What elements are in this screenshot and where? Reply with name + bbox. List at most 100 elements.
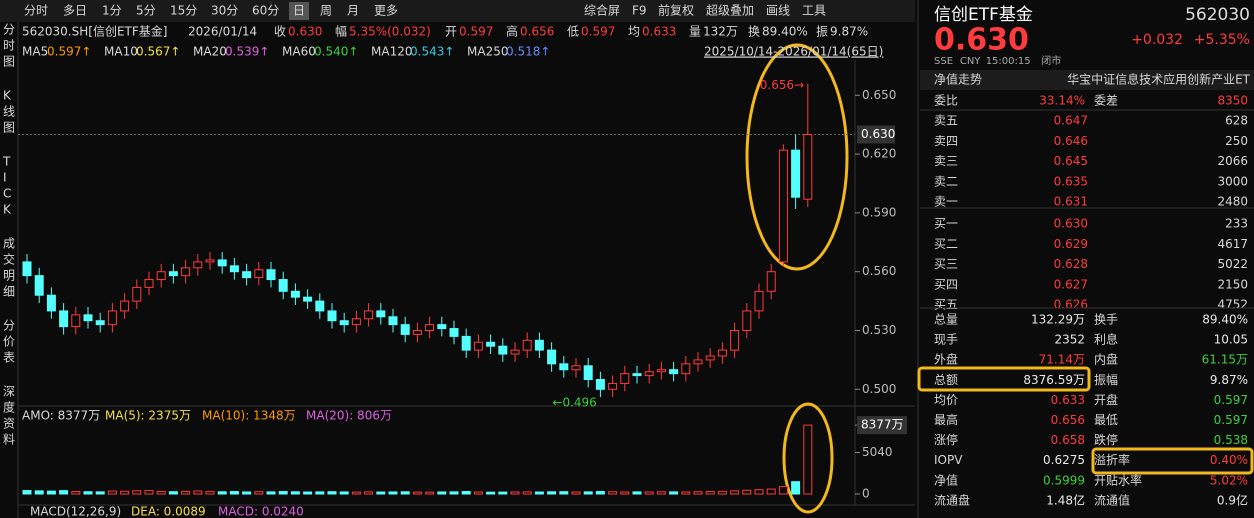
side-tab[interactable]: 表 [3, 351, 15, 365]
field-label: 换 [748, 25, 760, 39]
stat-label: 最高 [934, 412, 958, 427]
volume-bar [461, 491, 471, 495]
side-tab[interactable]: K [3, 203, 12, 217]
stat-value: 5.02% [1210, 473, 1248, 487]
candle-body [754, 290, 764, 312]
order-price: 0.629 [1054, 237, 1088, 251]
field-value: 89.40% [762, 25, 808, 39]
candle-body [412, 330, 422, 335]
tool-button[interactable]: F9 [632, 4, 647, 18]
tool-button[interactable]: 工具 [802, 4, 826, 18]
volume-bar [46, 490, 56, 495]
quote-price: 0.630 [934, 23, 1029, 58]
candle-body [83, 314, 93, 322]
order-volume: 4617 [1217, 237, 1248, 251]
side-tab[interactable]: 价 [3, 335, 15, 349]
side-tab[interactable]: 料 [3, 433, 15, 447]
side-tab[interactable]: 线 [3, 105, 15, 119]
volume-bar [595, 491, 605, 495]
field-value: 0.597 [459, 25, 493, 39]
period-tab[interactable]: 多日 [63, 4, 87, 18]
highlight [782, 402, 834, 514]
field-value: 0.656 [520, 25, 554, 39]
candle-body [315, 300, 325, 312]
side-tab[interactable]: 度 [3, 400, 15, 415]
period-tab[interactable]: 日 [293, 4, 305, 18]
stat-value: 132.29万 [1031, 313, 1085, 327]
candle-body [730, 330, 740, 351]
quote-code: 562030 [1185, 5, 1250, 25]
stat-value: 0.597 [1214, 393, 1248, 407]
period-tab[interactable]: 周 [320, 4, 332, 18]
volume-bar [656, 491, 666, 495]
period-tab[interactable]: 30分 [211, 4, 238, 18]
side-tab[interactable]: 细 [3, 285, 15, 299]
volume-bar [388, 491, 398, 495]
candle-body [461, 335, 471, 351]
side-tab[interactable]: 资 [3, 417, 15, 431]
highlight [917, 366, 1091, 392]
side-tab[interactable]: 明 [3, 269, 15, 283]
order-label: 买四 [934, 277, 958, 291]
quote-meta: CNY [960, 56, 981, 67]
candle-body [547, 349, 557, 365]
candle-body [144, 279, 154, 288]
side-tab[interactable]: C [3, 187, 11, 201]
order-price: 0.635 [1054, 174, 1088, 188]
side-tab[interactable]: 深 [3, 385, 15, 399]
candle-body [644, 371, 654, 377]
volume-bar [766, 488, 776, 495]
field-value: 5.35%(0.032) [349, 25, 431, 39]
date-range: 2025/10/14-2026/01/14(65日) [704, 45, 883, 59]
period-tab[interactable]: 更多 [374, 4, 398, 18]
last-price-tag [857, 125, 895, 144]
order-label: 买二 [934, 237, 958, 251]
volume-bar [266, 491, 276, 495]
volume-bar [205, 491, 215, 495]
candle-body [534, 339, 544, 351]
volume-bar [303, 491, 313, 495]
volume-bar [486, 491, 496, 495]
side-tab[interactable]: T [2, 155, 11, 169]
candle-body [120, 300, 130, 312]
period-tab[interactable]: 15分 [170, 4, 197, 18]
side-tab[interactable]: 图 [3, 55, 15, 69]
candle-body [290, 290, 300, 298]
volume-bar [669, 491, 679, 495]
candle-body [742, 310, 752, 332]
side-tab[interactable]: I [3, 171, 7, 185]
period-tab[interactable]: 分时 [24, 4, 48, 18]
stat-label: 溢折率 [1094, 452, 1130, 467]
stat-value: 33.14% [1039, 94, 1085, 108]
tool-button[interactable]: 前复权 [658, 3, 694, 18]
nav-link[interactable]: 净值走势 [934, 72, 982, 87]
period-tab[interactable]: 月 [347, 4, 359, 18]
tool-button[interactable]: 超级叠加 [706, 3, 754, 18]
volume-bar [290, 491, 300, 495]
candle-body [766, 271, 776, 292]
period-tab[interactable]: 60分 [252, 4, 279, 18]
volume-bar [583, 491, 593, 495]
side-tab[interactable]: 图 [3, 121, 15, 135]
stat-value: 10.05 [1214, 333, 1248, 347]
volume-bar [571, 491, 581, 495]
period-tab[interactable]: 1分 [102, 4, 122, 18]
order-volume: 233 [1225, 217, 1248, 231]
quote-meta: 15:00:15 [986, 56, 1031, 67]
side-tab[interactable]: K [3, 89, 12, 103]
candle-body [339, 320, 349, 326]
ma-value: 0.597↑ [47, 45, 91, 59]
period-tab[interactable]: 5分 [136, 4, 156, 18]
volume-bar [327, 491, 337, 495]
side-tab[interactable]: 分 [3, 23, 15, 37]
side-tab[interactable]: 交 [3, 252, 15, 267]
side-tab[interactable]: 分 [3, 319, 15, 333]
side-tab[interactable]: 成 [3, 237, 15, 251]
order-price: 0.626 [1054, 298, 1088, 312]
tool-button[interactable]: 综合屏 [584, 3, 620, 18]
ma-name: MA10 [104, 45, 138, 59]
volume-bar [107, 490, 117, 495]
candle-body [449, 328, 459, 337]
side-tab[interactable]: 时 [3, 39, 15, 53]
tool-button[interactable]: 画线 [766, 4, 790, 18]
